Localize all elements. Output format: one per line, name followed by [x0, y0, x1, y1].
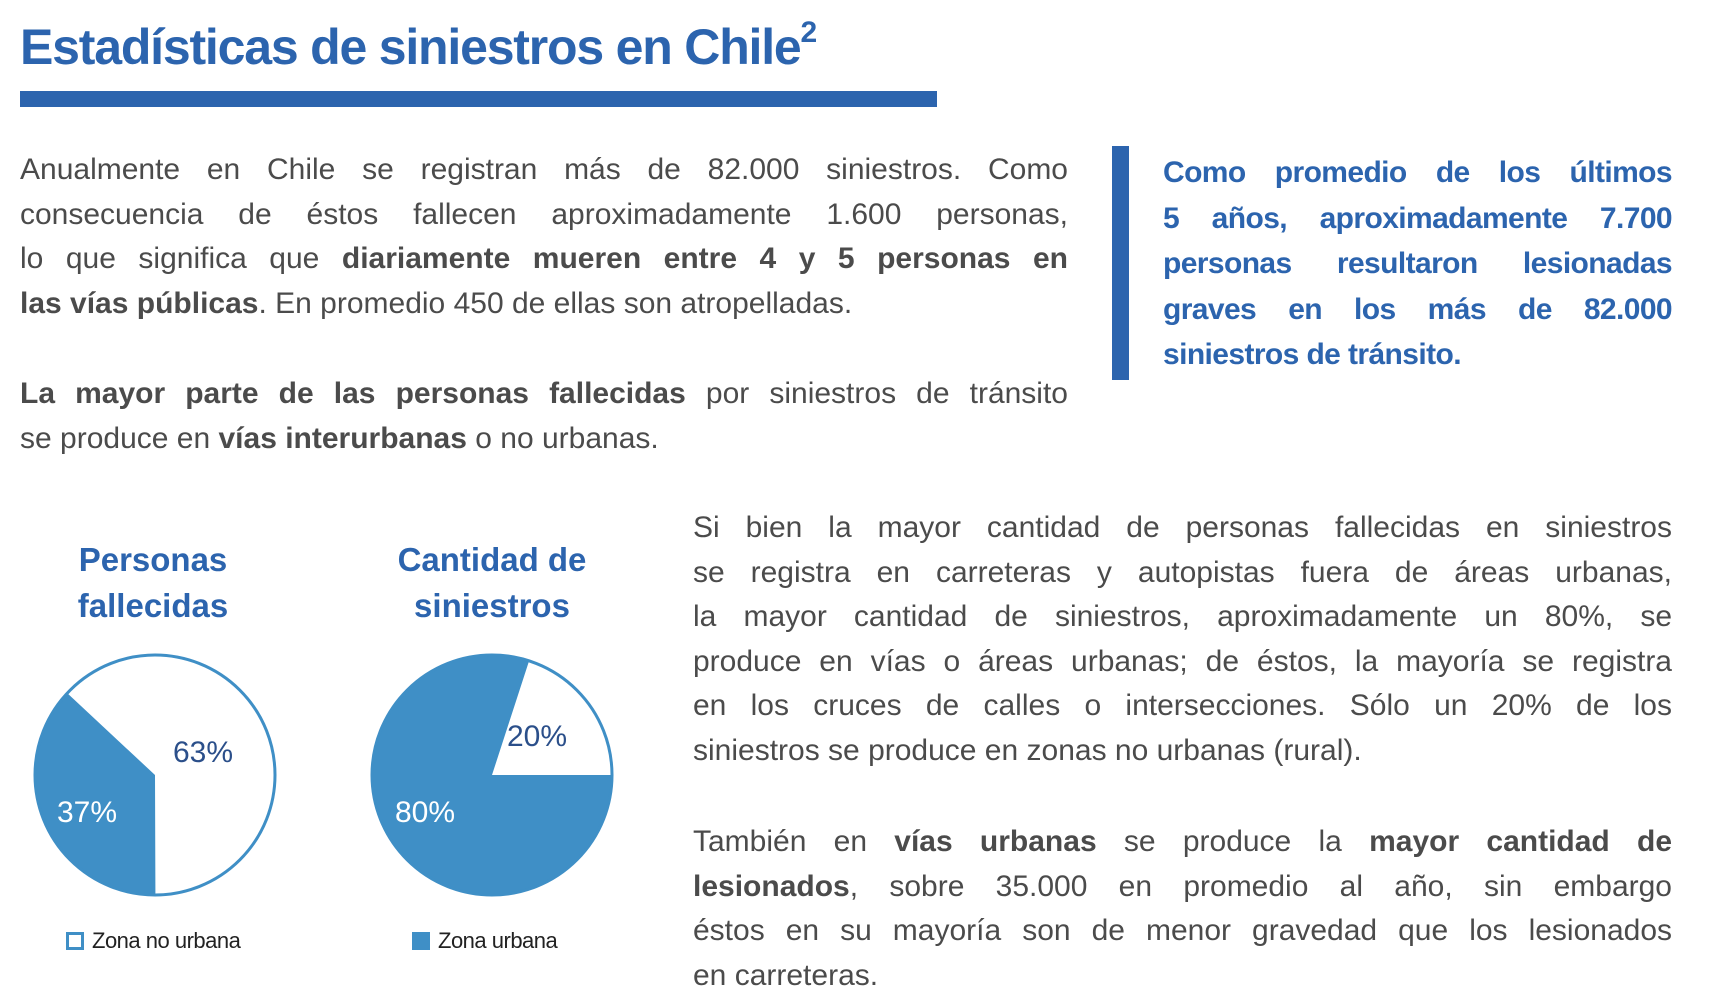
page-title: Estadísticas de siniestros en Chile2	[20, 16, 818, 76]
pie-chart-siniestros: 20% 80%	[370, 653, 614, 897]
interurban-paragraph: La mayor parte de las personas fallecida…	[20, 372, 1068, 461]
callout-accent-bar	[1112, 146, 1129, 380]
text-line: en los cruces de calles o intersecciones…	[693, 684, 1672, 729]
text-line: lo que significa que diariamente mueren …	[20, 237, 1068, 282]
text-segment: la mayor cantidad de siniestros, aproxim…	[693, 600, 1672, 633]
title-underline	[20, 91, 937, 107]
text-line: Si bien la mayor cantidad de personas fa…	[693, 506, 1672, 551]
pie-data-label: 20%	[507, 720, 567, 753]
pie-slice-urbana	[34, 693, 156, 895]
pie-title-line: Cantidad de	[397, 541, 587, 578]
text-line: consecuencia de éstos fallecen aproximad…	[20, 193, 1068, 238]
text-line: éstos en su mayoría son de menor graveda…	[693, 909, 1672, 954]
injured-callout: Como promedio de los últimos 5 años, apro…	[1163, 150, 1673, 378]
emphasis-text: La mayor parte de las personas fallecida…	[20, 377, 686, 410]
text-line: se produce en vías interurbanas o no urb…	[20, 417, 1068, 462]
text-segment: Anualmente en Chile se registran más de …	[20, 153, 1068, 186]
emphasis-text: mayor cantidad de	[1369, 825, 1673, 858]
callout-line: Como promedio de los últimos	[1163, 156, 1673, 189]
title-text: Estadísticas de siniestros en Chile	[20, 19, 802, 75]
text-line: lesionados, sobre 35.000 en promedio al …	[693, 865, 1672, 910]
text-line: la mayor cantidad de siniestros, aproxim…	[693, 595, 1672, 640]
text-segment: se produce en	[20, 421, 219, 455]
pie-slice-no-urbana	[67, 655, 276, 895]
emphasis-text: vías interurbanas	[218, 421, 467, 455]
emphasis-text: las vías públicas	[20, 286, 259, 320]
urban-injured-paragraph: También en vías urbanas se produce la ma…	[693, 820, 1672, 998]
text-segment: siniestros se produce en zonas no urbana…	[693, 733, 1362, 767]
text-segment: éstos en su mayoría son de menor graveda…	[693, 914, 1672, 947]
callout-line: siniestros de tránsito.	[1163, 338, 1462, 371]
text-line: También en vías urbanas se produce la ma…	[693, 820, 1672, 865]
text-segment: Si bien la mayor cantidad de personas fa…	[693, 511, 1672, 544]
text-line: La mayor parte de las personas fallecida…	[20, 372, 1068, 417]
text-segment: en los cruces de calles o intersecciones…	[693, 689, 1672, 722]
pie-slice-no-urbana	[492, 660, 612, 775]
pie-title-fallecidas: Personas fallecidas	[3, 537, 303, 629]
text-line: Anualmente en Chile se registran más de …	[20, 148, 1068, 193]
callout-line: graves en los más de 82.000	[1163, 292, 1673, 326]
text-segment: , sobre 35.000 en promedio al año, sin e…	[849, 869, 1672, 903]
legend-label: Zona urbana	[438, 928, 558, 953]
pie-slice-urbana	[372, 655, 612, 895]
legend-swatch-filled	[412, 932, 430, 950]
text-line: las vías públicas. En promedio 450 de el…	[20, 282, 1068, 327]
legend-swatch-outline	[66, 932, 84, 950]
text-segment: en carreteras.	[693, 958, 879, 992]
pie-title-siniestros: Cantidad de siniestros	[342, 537, 642, 629]
text-segment: o no urbanas.	[466, 421, 659, 455]
text-segment: También en	[693, 825, 895, 858]
pie-data-label: 80%	[395, 796, 455, 829]
text-segment: se registra en carreteras y autopistas f…	[693, 555, 1672, 589]
text-segment: . En promedio 450 de ellas son atropella…	[258, 286, 853, 320]
text-line: siniestros se produce en zonas no urbana…	[693, 729, 1672, 774]
pie-chart-fallecidas: 63% 37%	[33, 653, 277, 897]
pie-title-line: siniestros	[414, 587, 570, 624]
urban-accidents-paragraph: Si bien la mayor cantidad de personas fa…	[693, 506, 1672, 773]
intro-paragraph: Anualmente en Chile se registran más de …	[20, 148, 1068, 326]
pie-outline	[33, 653, 277, 897]
text-segment: produce en vías o áreas urbanas; de ésto…	[693, 644, 1672, 678]
text-line: en carreteras.	[693, 954, 1672, 998]
pie-title-line: Personas	[78, 541, 228, 578]
title-footnote-ref: 2	[800, 16, 818, 50]
legend-label: Zona no urbana	[92, 928, 241, 953]
text-segment: lo que significa que	[20, 242, 342, 275]
emphasis-text: diariamente mueren entre 4 y 5 personas …	[341, 242, 1068, 275]
callout-line: 5 años, aproximadamente 7.700	[1163, 201, 1673, 235]
text-line: produce en vías o áreas urbanas; de ésto…	[693, 640, 1672, 685]
text-segment: se produce la	[1096, 825, 1370, 858]
callout-line: personas resultaron lesionadas	[1163, 247, 1673, 280]
legend-urbana: Zona urbana	[412, 928, 558, 954]
text-segment: por siniestros de tránsito	[685, 377, 1068, 410]
text-line: se registra en carreteras y autopistas f…	[693, 551, 1672, 596]
pie-data-label: 63%	[173, 736, 233, 769]
pie-data-label: 37%	[57, 796, 117, 829]
text-segment: consecuencia de éstos fallecen aproximad…	[20, 197, 1068, 231]
emphasis-text: vías urbanas	[894, 825, 1097, 858]
pie-outline	[370, 653, 614, 897]
emphasis-text: lesionados	[693, 869, 850, 903]
pie-title-line: fallecidas	[77, 587, 229, 624]
legend-no-urbana: Zona no urbana	[66, 928, 241, 954]
